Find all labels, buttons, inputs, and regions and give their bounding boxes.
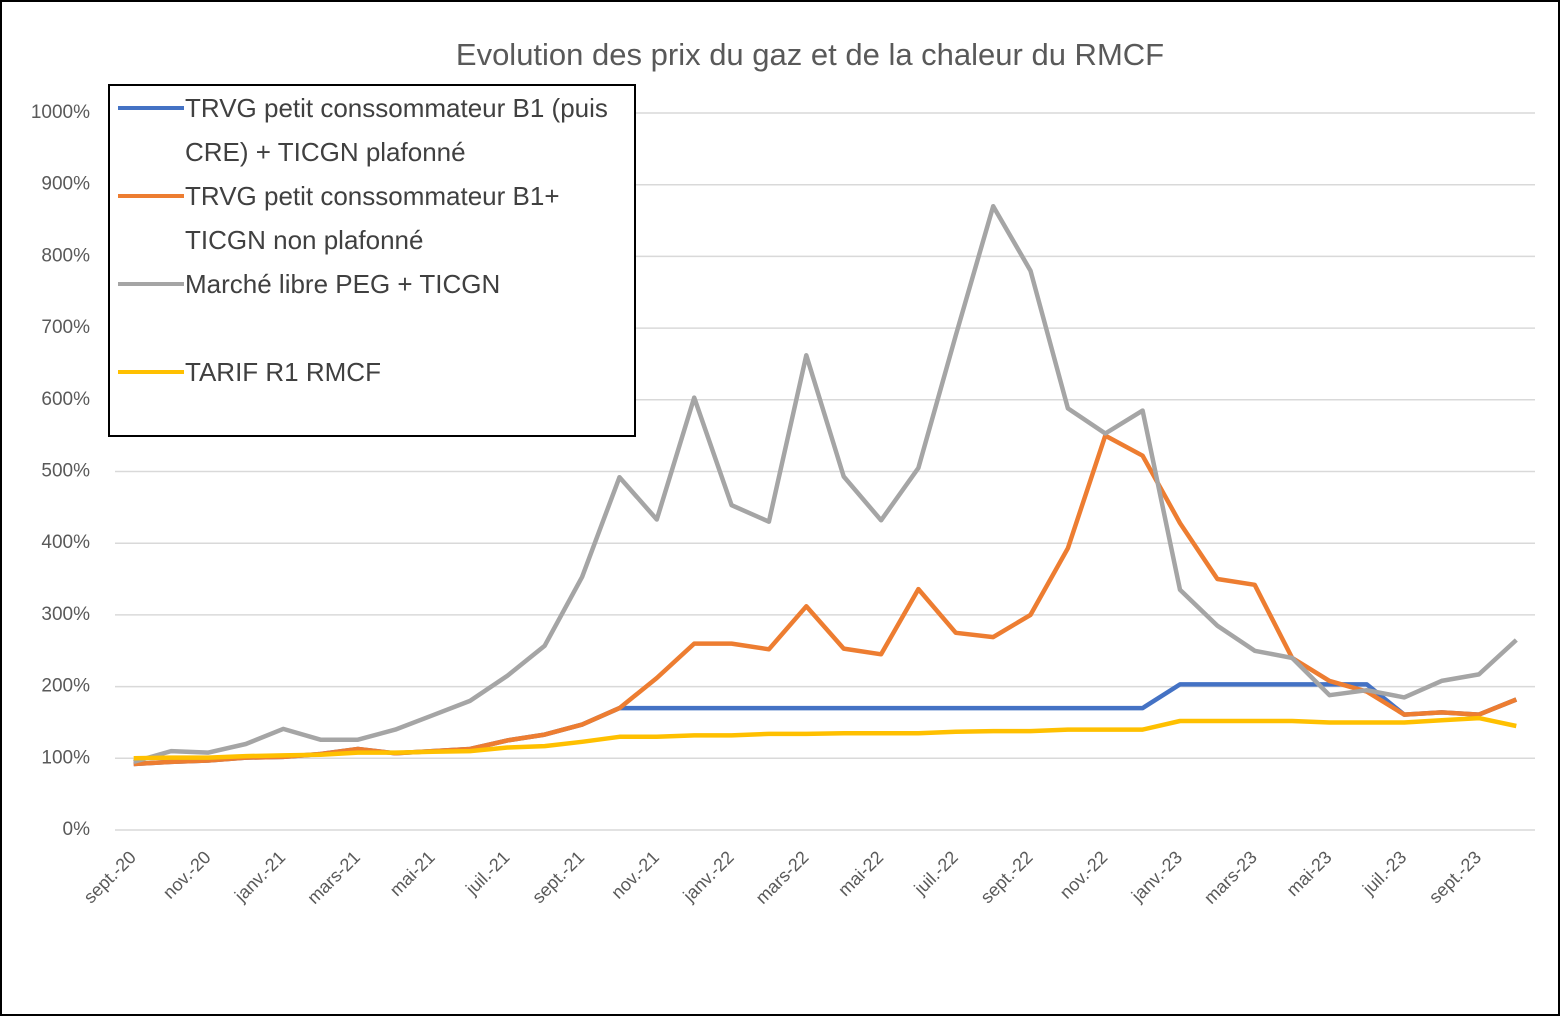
y-tick-label: 1000% [31,102,90,123]
legend-swatch [118,370,184,374]
series-line [133,203,1518,765]
legend-label: TARIF R1 RMCF [185,357,381,387]
legend-swatch [118,282,184,286]
legend-entry: TRVG petit conssommateur B1 (puis CRE) +… [110,86,634,174]
legend-swatch [118,194,184,198]
series-line [133,433,1518,767]
series-line [133,715,1517,761]
y-tick-label: 900% [41,174,90,195]
legend-label: Marché libre PEG + TICGN [185,269,501,299]
y-tick-label: 700% [41,317,90,338]
y-tick-label: 400% [41,532,90,553]
legend-entry: TARIF R1 RMCF [110,350,634,438]
legend-label: TRVG petit conssommateur B1 (puis CRE) +… [185,93,608,167]
y-tick-label: 100% [41,747,90,768]
legend-label: TRVG petit conssommateur B1+ TICGN non p… [185,181,560,255]
y-tick-label: 200% [41,676,90,697]
legend-swatch [118,106,184,110]
legend: TRVG petit conssommateur B1 (puis CRE) +… [108,84,636,437]
chart-title: Evolution des prix du gaz et de la chale… [456,37,1164,72]
legend-entry: TRVG petit conssommateur B1+ TICGN non p… [110,174,634,262]
y-tick-label: 500% [41,461,90,482]
y-tick-label: 600% [41,389,90,410]
y-tick-label: 0% [63,819,91,840]
y-tick-label: 800% [41,245,90,266]
legend-entry: Marché libre PEG + TICGN [110,262,634,350]
y-tick-label: 300% [41,604,90,625]
